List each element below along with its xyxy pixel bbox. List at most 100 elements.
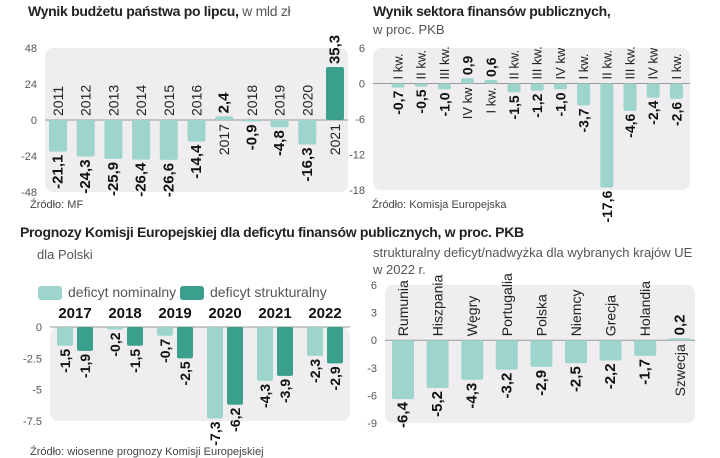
chart4-value-label: -4,3 [464, 383, 481, 409]
chart4-category-label: Holandia [637, 281, 653, 336]
chart2-unit: w proc. PKB [373, 22, 445, 37]
chart2-y-tick: 0 [359, 79, 365, 91]
chart3-value-label: -2,9 [327, 366, 343, 390]
chart2-category-label: IV kw [553, 47, 568, 79]
chart3-bar-structural [327, 327, 343, 364]
chart3-y-tick: -7.5 [23, 416, 42, 428]
chart1-category-label: 2015 [161, 85, 177, 116]
chart4-subtitle: strukturalny deficyt/nadwyżka dla wybran… [373, 245, 693, 277]
chart2-category-label: III kw. [623, 46, 638, 79]
chart1-category-label: 2017 [216, 124, 232, 155]
chart1-value-label: -14,4 [188, 144, 205, 179]
chart2-category-label: I kw. [391, 53, 406, 79]
chart2-bar [414, 83, 428, 87]
chart2-value-label: -0,7 [390, 90, 406, 114]
chart2-category-label: II kw. [599, 50, 614, 80]
chart4-y-tick: -3 [367, 363, 377, 375]
chart4-category-label: Szwecja [672, 344, 688, 396]
chart1-value-label: -21,1 [50, 155, 67, 189]
chart2-value-label: -2,6 [668, 102, 684, 126]
chart4-value-label: -5,2 [429, 391, 446, 417]
chart2-bar [530, 83, 544, 91]
chart1-category-label: 2021 [327, 124, 343, 155]
chart4-value-label: -1,7 [637, 359, 654, 385]
chart1-unit: w mld zł [242, 3, 291, 19]
chart4-bar [426, 340, 449, 389]
chart2-value-label: -2,4 [645, 100, 661, 124]
chart2-category-label: I kw. [576, 53, 591, 79]
chart2-category-label: III kw. [530, 46, 545, 79]
chart1-value-label: -25,9 [105, 162, 122, 196]
chart1-category-label: 2013 [105, 85, 121, 116]
chart1-value-label: 35,3 [327, 35, 344, 64]
chart2-value-label: -1,0 [436, 92, 452, 116]
chart3-bar-structural [177, 327, 193, 359]
chart3-bar-structural [77, 327, 93, 351]
chart3-bar-structural [127, 327, 143, 346]
chart4-value-label: -3,2 [498, 373, 515, 399]
chart4-value-label: -6,4 [395, 401, 412, 428]
legend-label-nominal: deficyt nominalny [68, 284, 177, 300]
chart4-bar [634, 340, 657, 356]
chart2-value-label: -1,5 [506, 95, 522, 119]
chart3-year-label: 2017 [58, 305, 91, 322]
chart2-category-label: IV kw [646, 47, 661, 79]
chart1-value-label: -24,3 [77, 159, 94, 193]
chart1-y-tick: 24 [25, 79, 37, 91]
chart2-title: Wynik sektora finansów publicznych, [373, 3, 611, 19]
chart1-title-text: Wynik budżetu państwa po lipcu, [28, 3, 239, 19]
chart1-bar [270, 120, 289, 128]
chart1-bar [215, 116, 234, 120]
chart3-value-label: -1,5 [127, 349, 143, 373]
chart2-category-label: II kw. [507, 50, 522, 80]
legend-swatch-nominal [38, 286, 62, 300]
chart4-category-label: Portugalia [499, 273, 515, 336]
chart1-bar [49, 120, 67, 152]
chart2-category-label: IV kw [460, 87, 475, 119]
chart1-title: Wynik budżetu państwa po lipcu, w mld zł [28, 3, 291, 19]
chart4-bar [495, 340, 518, 370]
chart2-y-tick: 6 [359, 43, 365, 55]
chart1-bar [104, 120, 123, 159]
chart1-category-label: 2014 [133, 85, 149, 116]
chart2-bar [600, 83, 614, 188]
chart4-y-tick: 6 [371, 280, 377, 292]
chart2-bar [577, 83, 591, 106]
chart3-bar-structural [227, 327, 243, 405]
chart3-title: Prognozy Komisji Europejskiej dla deficy… [20, 224, 524, 240]
chart2-value-label: -3,7 [576, 108, 592, 132]
chart3-y-tick: -2.5 [23, 353, 42, 365]
chart1-value-label: -0,9 [243, 124, 260, 150]
chart2-bar [669, 83, 683, 99]
chart1-bar [298, 120, 317, 145]
chart4-category-label: Grecja [603, 295, 619, 336]
chart2-bar [461, 78, 475, 84]
chart4-value-label: -2,9 [533, 370, 550, 396]
chart2-bar [507, 83, 521, 93]
chart4-value-label: 0,2 [671, 315, 688, 336]
chart4-bar [461, 340, 484, 380]
chart4-bar [668, 338, 691, 341]
chart4-category-label: Niemcy [568, 290, 584, 337]
chart2-category-label: II kw. [414, 50, 429, 80]
chart3-bar-nominal [57, 327, 73, 346]
legend-swatch-structural [180, 286, 204, 300]
chart1-y-tick: 48 [25, 43, 37, 55]
chart1-y-tick: 0 [31, 115, 37, 127]
chart1-value-label: -26,6 [160, 163, 177, 197]
chart4-category-label: Węgry [464, 296, 480, 336]
chart3-year-label: 2019 [158, 305, 191, 322]
chart1-bar [326, 67, 344, 120]
chart3-value-label: -0,7 [157, 339, 173, 363]
chart3-year-label: 2022 [308, 305, 341, 322]
chart1-bar [159, 120, 178, 160]
chart1-value-label: -16,3 [299, 147, 316, 181]
chart3-value-label: -2,5 [177, 361, 193, 385]
chart3-value-label: -7,3 [207, 421, 223, 445]
chart3-year-label: 2021 [258, 305, 291, 322]
chart3-bar-nominal [307, 327, 323, 356]
chart2-source: Źródło: Komisja Europejska [372, 199, 507, 211]
chart2-value-label: -4,6 [622, 114, 638, 138]
chart4-value-label: -2,5 [568, 366, 585, 392]
chart3-value-label: -4,3 [257, 384, 273, 408]
